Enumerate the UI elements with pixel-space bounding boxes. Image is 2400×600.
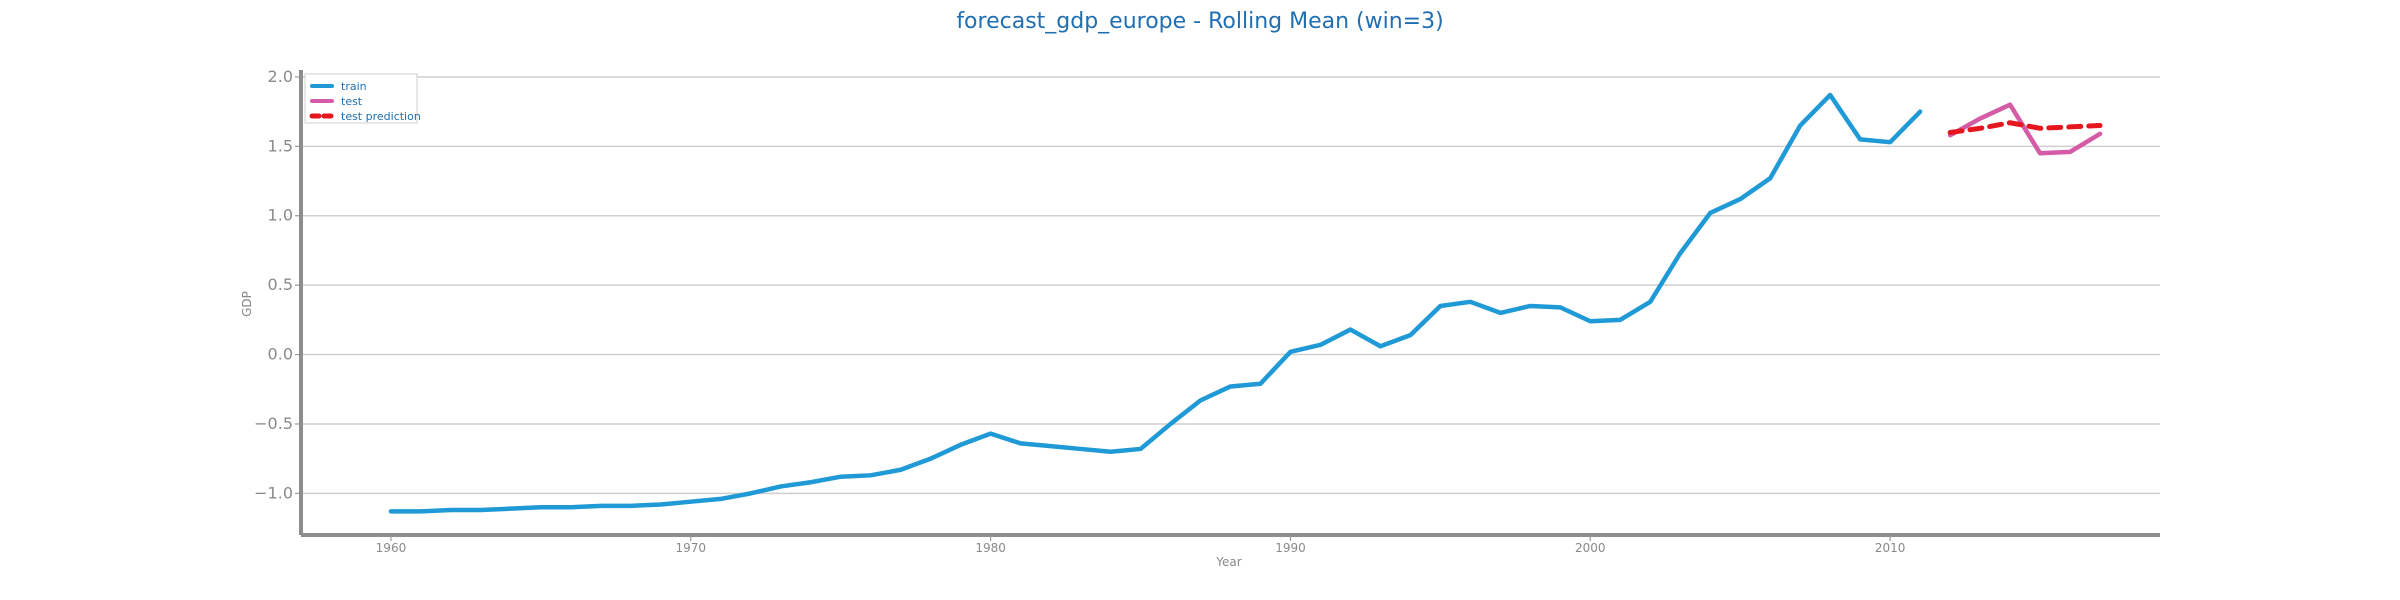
y-tick-label: −1.0 — [254, 483, 293, 502]
series-line-train — [388, 92, 1923, 514]
legend-label-train: train — [341, 80, 367, 93]
y-tick-label: −0.5 — [254, 414, 293, 433]
series-lines — [388, 92, 2103, 514]
x-tick-label: 2000 — [1575, 541, 1606, 555]
x-tick-label: 1980 — [975, 541, 1006, 555]
legend-label-test-prediction: test prediction — [341, 110, 421, 123]
x-axis-label: Year — [1215, 555, 1241, 569]
y-tick-label: 0.0 — [268, 345, 293, 364]
chart-title: forecast_gdp_europe - Rolling Mean (win=… — [956, 9, 1443, 34]
y-tick-label: 1.0 — [268, 206, 293, 225]
series-line-test-prediction — [1947, 120, 2103, 135]
axes — [295, 70, 2160, 541]
x-tick-label: 1970 — [676, 541, 707, 555]
y-tick-label: 0.5 — [268, 275, 293, 294]
series-line-test — [1947, 102, 2103, 156]
x-tick-label: 2010 — [1875, 541, 1906, 555]
y-tick-label: 2.0 — [268, 67, 293, 86]
y-tick-labels: −1.0 −0.5 0.0 0.5 1.0 1.5 2.0 — [254, 67, 293, 502]
x-tick-labels: 1960 1970 1980 1990 2000 2010 — [376, 541, 1906, 555]
legend-label-test: test — [341, 95, 363, 108]
grid-lines — [301, 76, 2160, 495]
legend: train test test prediction — [304, 73, 421, 124]
x-tick-label: 1960 — [376, 541, 407, 555]
y-tick-label: 1.5 — [268, 136, 293, 155]
x-tick-label: 1990 — [1275, 541, 1306, 555]
y-axis-label: GDP — [240, 291, 254, 317]
